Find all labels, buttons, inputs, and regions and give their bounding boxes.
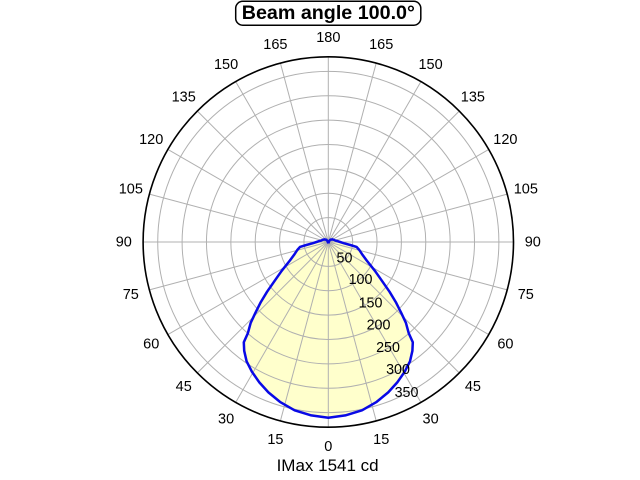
svg-text:75: 75 — [518, 287, 534, 303]
svg-text:165: 165 — [263, 37, 287, 53]
svg-text:30: 30 — [423, 411, 439, 427]
svg-text:135: 135 — [461, 90, 485, 106]
svg-text:90: 90 — [116, 234, 132, 250]
svg-text:350: 350 — [395, 385, 419, 401]
svg-text:15: 15 — [373, 432, 389, 448]
svg-text:180: 180 — [316, 30, 340, 46]
svg-text:150: 150 — [418, 57, 442, 73]
svg-text:0: 0 — [324, 439, 332, 455]
svg-text:15: 15 — [267, 432, 283, 448]
svg-text:300: 300 — [386, 362, 410, 378]
svg-text:60: 60 — [497, 337, 513, 353]
svg-text:165: 165 — [369, 37, 393, 53]
svg-text:Beam angle 100.0°: Beam angle 100.0° — [242, 2, 415, 24]
svg-text:135: 135 — [172, 90, 196, 106]
svg-text:105: 105 — [514, 181, 538, 197]
svg-text:120: 120 — [139, 132, 163, 148]
svg-text:45: 45 — [176, 379, 192, 395]
svg-text:50: 50 — [337, 251, 353, 267]
svg-text:105: 105 — [119, 181, 143, 197]
svg-text:60: 60 — [143, 337, 159, 353]
svg-text:100: 100 — [349, 272, 373, 288]
svg-text:IMax 1541 cd: IMax 1541 cd — [277, 456, 379, 475]
svg-text:200: 200 — [367, 318, 391, 334]
svg-text:120: 120 — [493, 132, 517, 148]
svg-text:150: 150 — [359, 296, 383, 312]
svg-text:150: 150 — [214, 57, 238, 73]
svg-text:250: 250 — [376, 340, 400, 356]
svg-text:45: 45 — [465, 379, 481, 395]
svg-text:30: 30 — [218, 411, 234, 427]
svg-text:90: 90 — [525, 234, 541, 250]
svg-text:75: 75 — [123, 287, 139, 303]
